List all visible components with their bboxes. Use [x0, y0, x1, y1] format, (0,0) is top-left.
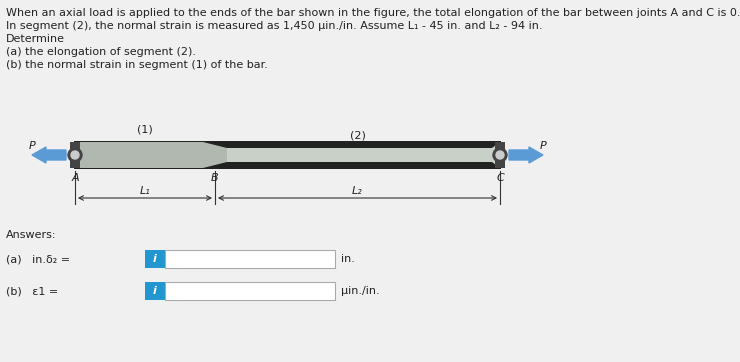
Bar — [227, 148, 492, 162]
Circle shape — [493, 148, 507, 162]
Text: B: B — [211, 173, 219, 183]
Bar — [145, 250, 165, 268]
Text: A: A — [71, 173, 79, 183]
Text: P: P — [29, 141, 36, 151]
Text: (a) the elongation of segment (2).: (a) the elongation of segment (2). — [6, 47, 196, 57]
Text: i: i — [153, 286, 157, 296]
FancyArrow shape — [32, 147, 66, 163]
Text: i: i — [153, 254, 157, 264]
Bar — [165, 282, 335, 300]
Text: (1): (1) — [137, 124, 153, 134]
Text: (b) the normal strain in segment (1) of the bar.: (b) the normal strain in segment (1) of … — [6, 60, 268, 70]
Circle shape — [496, 151, 504, 159]
Text: μin./in.: μin./in. — [341, 286, 380, 296]
Text: (2): (2) — [349, 130, 366, 140]
Text: Answers:: Answers: — [6, 230, 56, 240]
Bar — [165, 250, 335, 268]
Text: L₂: L₂ — [352, 186, 363, 196]
Circle shape — [68, 148, 82, 162]
Bar — [495, 142, 505, 168]
Text: P: P — [539, 141, 546, 151]
Polygon shape — [492, 142, 500, 168]
Text: Determine: Determine — [6, 34, 65, 44]
Bar — [74, 141, 501, 169]
Polygon shape — [203, 142, 227, 168]
Circle shape — [71, 151, 79, 159]
Text: In segment (2), the normal strain is measured as 1,450 μin./in. Assume L₁ - 45 i: In segment (2), the normal strain is mea… — [6, 21, 542, 31]
Bar — [75, 142, 203, 168]
FancyArrow shape — [509, 147, 543, 163]
Text: (a)   in.δ₂ =: (a) in.δ₂ = — [6, 254, 70, 264]
Text: (b)   ε1 =: (b) ε1 = — [6, 286, 58, 296]
Text: in.: in. — [341, 254, 355, 264]
Bar — [145, 282, 165, 300]
Text: L₁: L₁ — [140, 186, 150, 196]
Bar — [70, 142, 80, 168]
Text: When an axial load is applied to the ends of the bar shown in the figure, the to: When an axial load is applied to the end… — [6, 8, 740, 18]
Text: C: C — [496, 173, 504, 183]
